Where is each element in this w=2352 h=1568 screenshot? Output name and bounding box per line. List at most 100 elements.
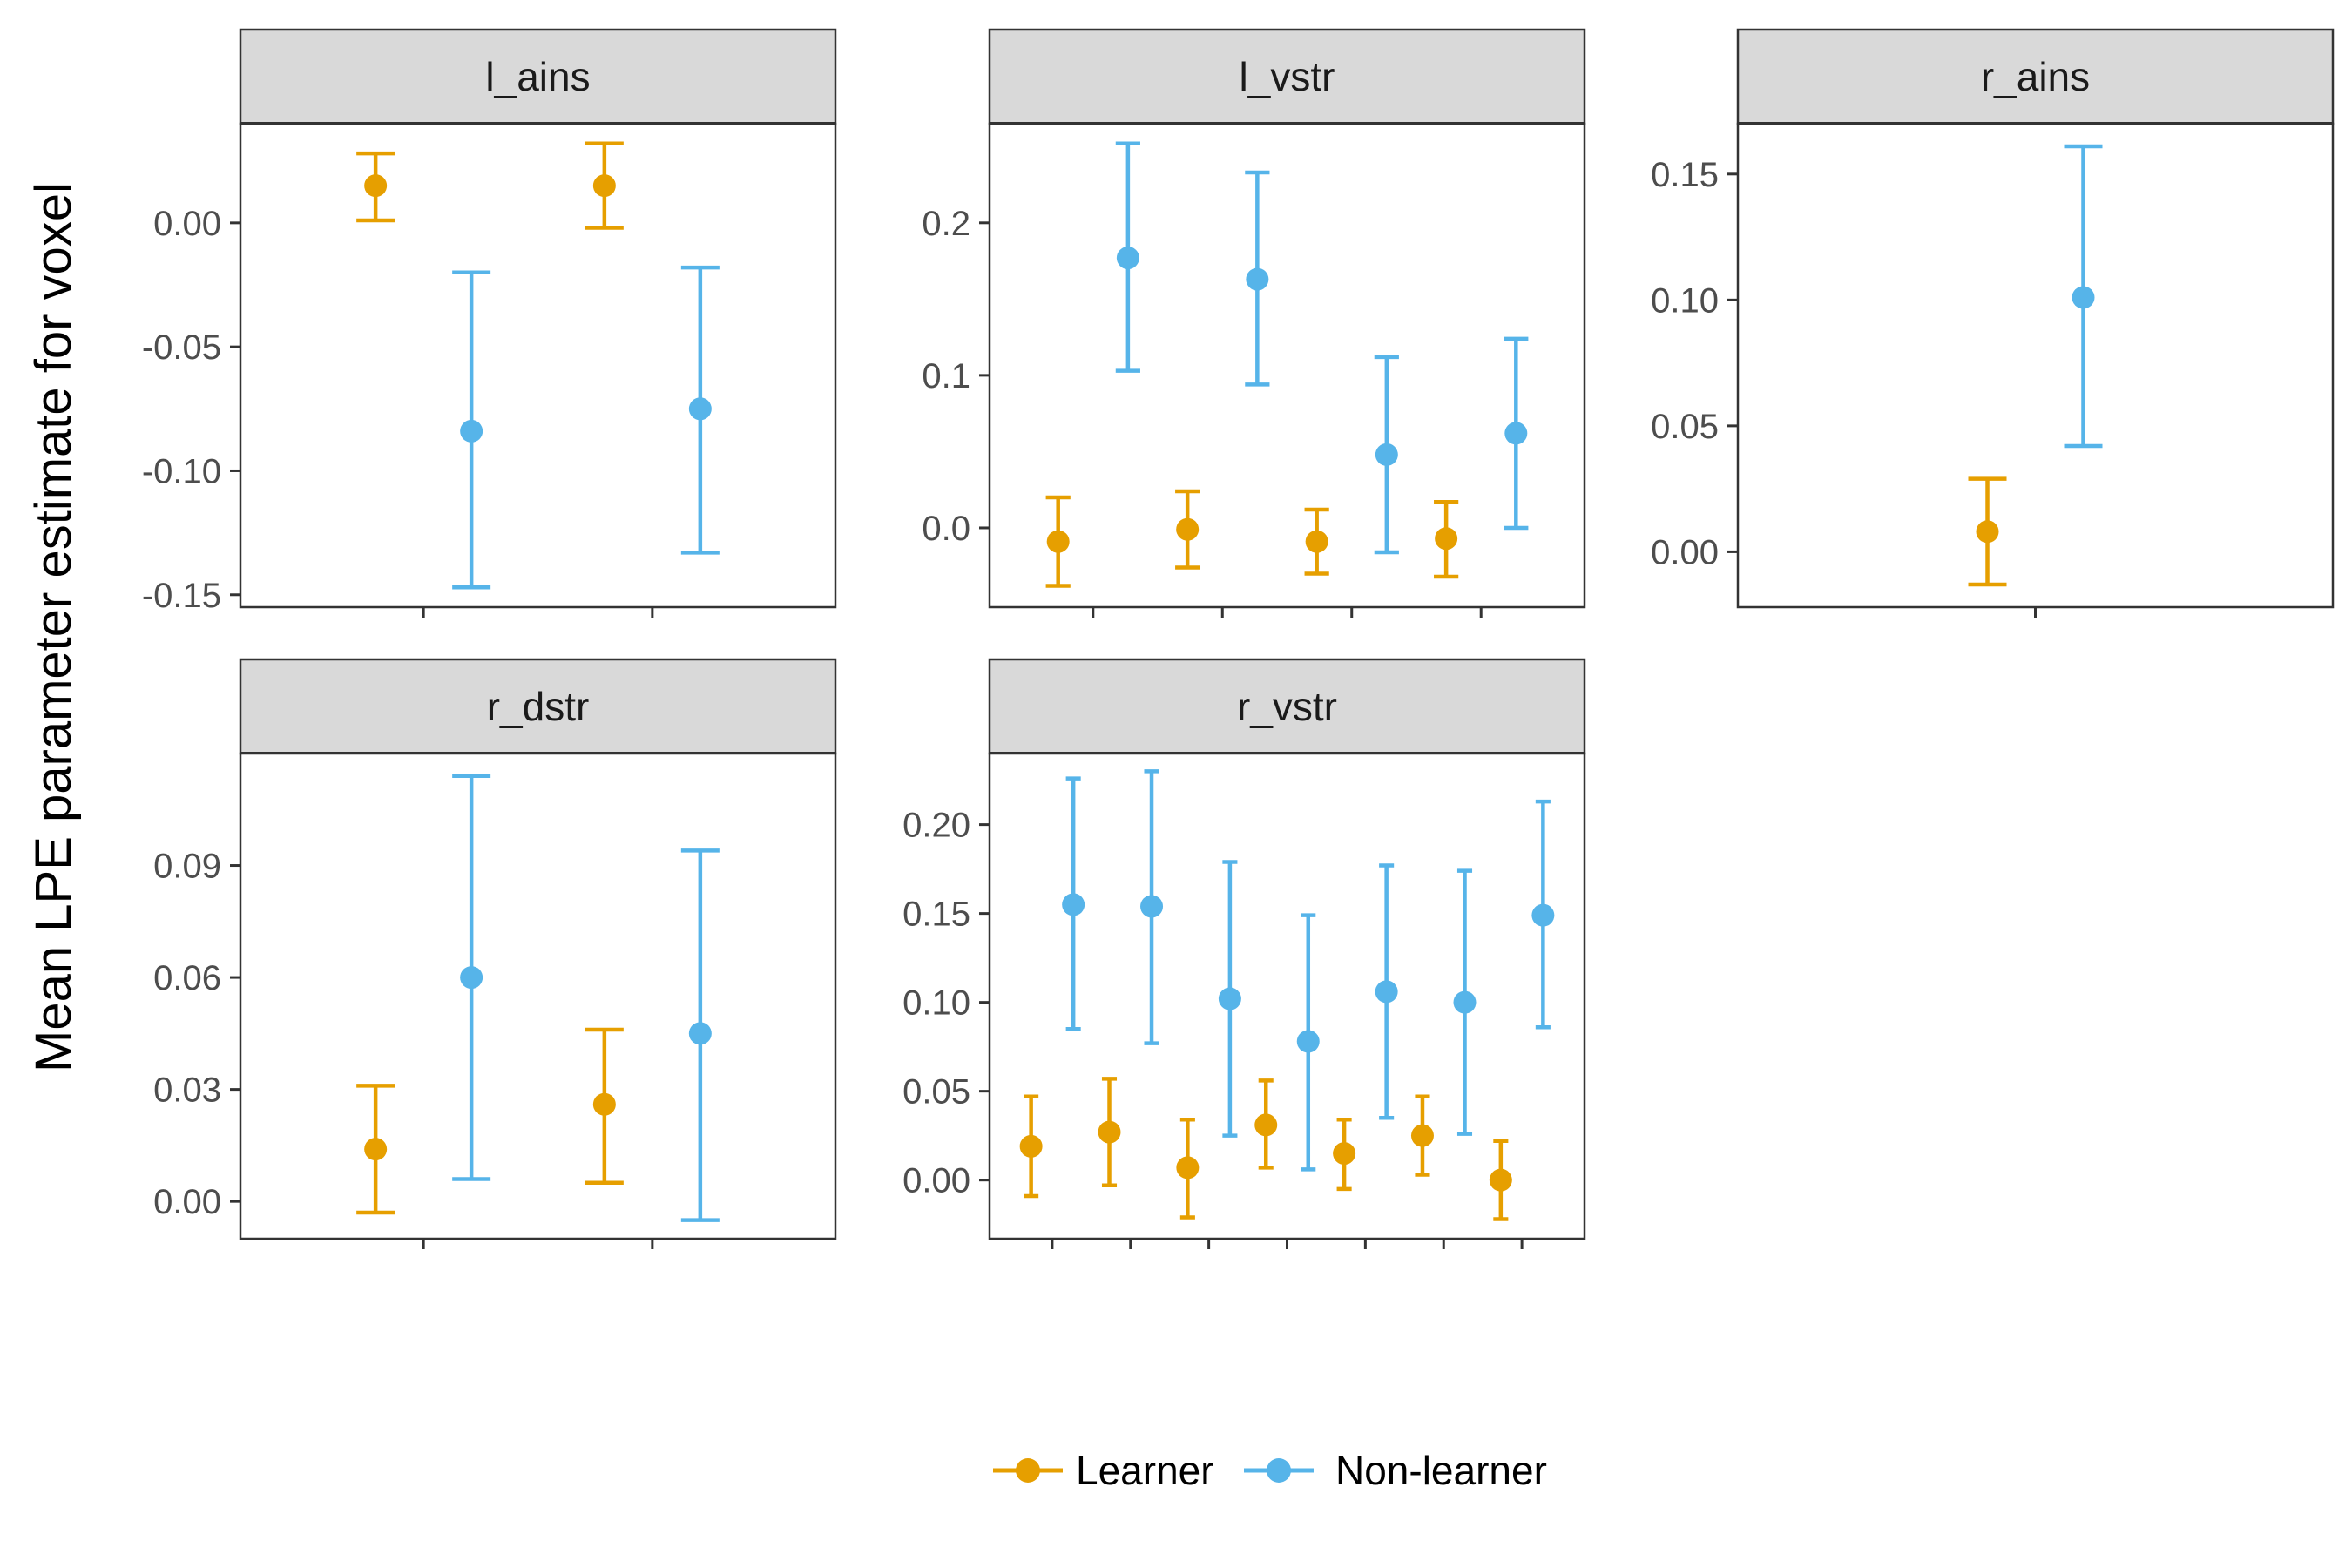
y-tick-label: 0.10: [1651, 281, 1719, 320]
data-point-non-learner: [1115, 141, 1140, 373]
facet-strip: [239, 28, 837, 125]
facet-panel: [239, 122, 837, 609]
data-point-learner: [1410, 1094, 1434, 1177]
point-marker: [1046, 530, 1070, 553]
legend-key-point: [1016, 1458, 1040, 1483]
data-point-learner: [585, 1027, 624, 1185]
data-point-non-learner: [452, 270, 491, 590]
point-marker: [688, 397, 712, 421]
point-marker: [1062, 893, 1085, 916]
data-point-learner: [1019, 1094, 1043, 1199]
y-tick-label: 0.20: [902, 807, 970, 845]
y-tick-label: 0.1: [922, 357, 970, 395]
point-marker: [1435, 527, 1458, 551]
y-tick-label: -0.05: [142, 328, 221, 367]
point-marker: [1976, 520, 1999, 544]
data-point-non-learner: [2064, 144, 2103, 449]
point-marker: [1098, 1120, 1121, 1144]
data-point-learner: [1489, 1139, 1512, 1221]
point-marker: [1375, 443, 1398, 466]
y-tick-label: 0.09: [153, 848, 221, 886]
facet-strip-label: r_dstr: [487, 684, 590, 729]
legend: Learner Non-learner: [993, 1448, 1547, 1493]
data-point-non-learner: [1245, 170, 1270, 387]
data-point-learner: [1175, 489, 1200, 570]
data-point-non-learner: [680, 848, 720, 1222]
facet-strip-label: r_vstr: [1237, 684, 1337, 729]
point-marker: [1375, 980, 1398, 1004]
data-point-non-learner: [1504, 336, 1529, 531]
data-point-learner: [1098, 1077, 1121, 1188]
point-marker: [592, 1092, 616, 1116]
data-point-learner: [356, 151, 395, 223]
point-marker: [1246, 267, 1269, 291]
legend-key-point: [1267, 1458, 1291, 1483]
data-point-non-learner: [1531, 799, 1555, 1030]
data-point-learner: [1333, 1118, 1356, 1192]
facet-strip-label: r_ains: [1981, 54, 2090, 99]
point-marker: [1176, 1156, 1200, 1179]
data-point-learner: [1254, 1078, 1278, 1170]
facet-l_ains: l_ains 0.00 -0.05 -0.10 -0.15: [142, 28, 837, 618]
point-marker: [1489, 1168, 1512, 1192]
data-point-non-learner: [680, 265, 720, 555]
legend-label: Learner: [1076, 1448, 1214, 1493]
point-marker: [1116, 247, 1139, 270]
facet-r_vstr: r_vstr 0.20 0.15 0.10 0.05 0.00: [902, 658, 1586, 1249]
y-tick-label: -0.15: [142, 577, 221, 615]
data-point-learner: [1304, 507, 1329, 576]
data-point-non-learner: [1140, 769, 1164, 1045]
legend-item-learner: Learner: [993, 1448, 1214, 1493]
y-tick-label: 0.0: [922, 510, 970, 548]
point-marker: [1140, 895, 1164, 918]
facet-panel: [239, 752, 837, 1240]
data-point-non-learner: [452, 774, 491, 1181]
y-tick-label: 0.06: [153, 959, 221, 997]
data-point-learner: [1434, 499, 1459, 579]
facet-panel: [1736, 122, 2335, 609]
y-tick-label: -0.10: [142, 452, 221, 490]
point-marker: [592, 174, 616, 198]
y-tick-label: 0.03: [153, 1071, 221, 1110]
point-marker: [1218, 987, 1241, 1010]
point-marker: [1176, 517, 1200, 541]
point-marker: [1333, 1142, 1356, 1166]
point-marker: [364, 1138, 388, 1161]
point-marker: [1305, 530, 1328, 553]
y-tick-label: 0.05: [902, 1073, 970, 1112]
y-tick-label: 0.2: [922, 205, 970, 243]
y-tick-label: 0.05: [1651, 408, 1719, 446]
facet-panel: [988, 122, 1586, 609]
point-marker: [1019, 1134, 1043, 1158]
data-point-non-learner: [1062, 776, 1085, 1031]
point-marker: [460, 419, 483, 443]
data-point-learner: [585, 141, 624, 230]
y-tick-label: 0.00: [902, 1162, 970, 1200]
facet-r_ains: r_ains 0.15 0.10 0.05 0.00: [1651, 28, 2335, 618]
y-tick-label: 0.00: [1651, 533, 1719, 571]
facets: l_ains 0.00 -0.05 -0.10 -0.15 l_vstr 0.2 0.1 0.0…: [142, 28, 2335, 1249]
point-marker: [688, 1022, 712, 1045]
y-tick-label: 0.15: [1651, 156, 1719, 194]
data-point-non-learner: [1375, 863, 1398, 1120]
point-marker: [2072, 286, 2095, 309]
data-point-learner: [356, 1084, 395, 1215]
facet-panel: [988, 752, 1586, 1240]
y-tick-label: 0.15: [902, 896, 970, 934]
point-marker: [1296, 1030, 1320, 1053]
data-point-non-learner: [1374, 355, 1399, 555]
facet-strip-label: l_vstr: [1240, 54, 1335, 99]
facet-strip-label: l_ains: [485, 54, 590, 99]
data-point-non-learner: [1453, 868, 1477, 1136]
y-axis-title: Mean LPE parameter estimate for voxel: [25, 182, 82, 1072]
data-point-learner: [1176, 1118, 1200, 1220]
facet-l_vstr: l_vstr 0.2 0.1 0.0: [922, 28, 1586, 618]
point-marker: [1504, 422, 1528, 445]
point-marker: [1254, 1113, 1278, 1137]
point-marker: [1531, 903, 1555, 927]
data-point-learner: [1968, 476, 2007, 587]
point-marker: [1453, 990, 1477, 1014]
y-tick-label: 0.00: [153, 205, 221, 243]
legend-item-non-learner: Non-learner: [1244, 1448, 1547, 1493]
